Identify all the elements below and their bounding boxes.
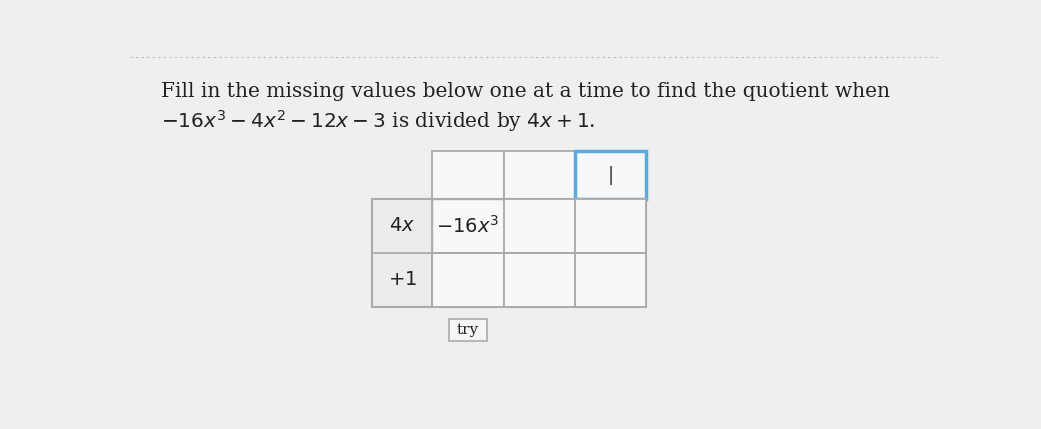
Bar xyxy=(372,199,646,307)
Bar xyxy=(432,151,504,199)
Text: $4x$: $4x$ xyxy=(389,217,415,235)
Text: $-16x^3 - 4x^2 - 12x - 3$ is divided by $4x + 1$.: $-16x^3 - 4x^2 - 12x - 3$ is divided by … xyxy=(161,109,595,134)
Bar xyxy=(449,320,487,341)
Text: try: try xyxy=(457,323,479,337)
Text: $-16x^3$: $-16x^3$ xyxy=(436,215,500,237)
Text: |: | xyxy=(608,166,614,184)
Bar xyxy=(432,253,504,307)
Bar xyxy=(575,199,646,253)
Bar xyxy=(575,151,646,199)
Text: Fill in the missing values below one at a time to find the quotient when: Fill in the missing values below one at … xyxy=(161,82,890,100)
Bar xyxy=(575,253,646,307)
Bar xyxy=(504,253,575,307)
Bar xyxy=(504,199,575,253)
Bar xyxy=(504,151,575,199)
Text: $+1$: $+1$ xyxy=(387,271,416,289)
Bar xyxy=(432,199,504,253)
